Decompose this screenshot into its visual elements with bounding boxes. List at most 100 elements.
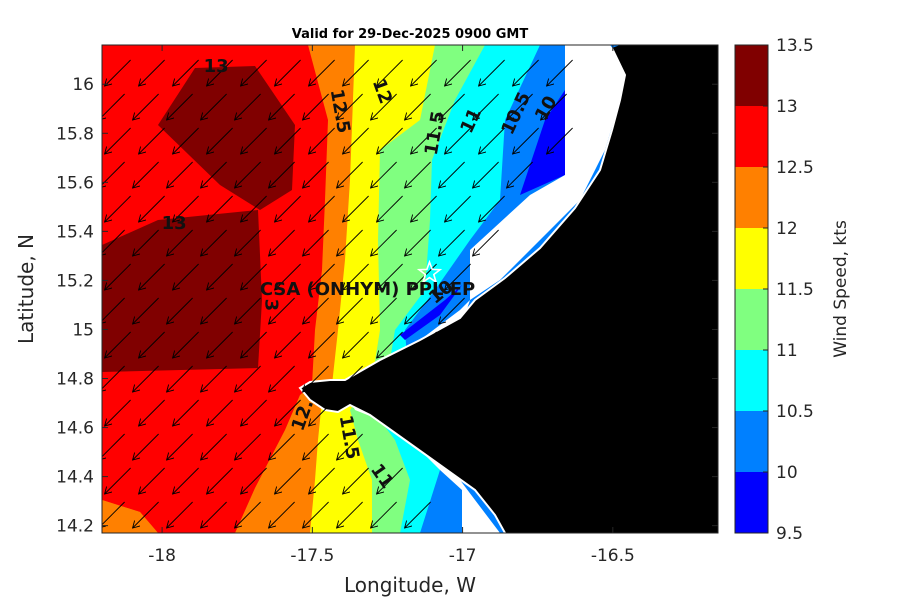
wind-arrow [139, 263, 165, 290]
wind-arrow [139, 127, 165, 154]
wind-arrow [275, 59, 301, 86]
wind-arrow [371, 297, 397, 324]
wind-arrow [235, 297, 261, 324]
wind-arrow [201, 501, 227, 528]
station-label: CSA (ONHYM) PPL EP [260, 279, 475, 300]
y-tick-label: 15.6 [56, 173, 94, 193]
wind-arrow [167, 501, 193, 528]
wind-arrow [309, 59, 335, 86]
wind-arrow [269, 161, 295, 188]
wind-arrow [547, 59, 573, 86]
wind-arrow [235, 229, 261, 256]
axes-frame [101, 44, 719, 534]
land-mask [300, 45, 718, 533]
star-icon [416, 259, 443, 284]
wind-arrow [241, 59, 267, 86]
wind-arrow [133, 433, 159, 460]
wind-arrow [207, 467, 233, 494]
colorbar-tick-label: 12.5 [776, 158, 814, 178]
wind-arrow [167, 297, 193, 324]
wind-vectors [102, 59, 573, 528]
band-9.5-10-south [400, 285, 462, 340]
wind-arrow [343, 467, 369, 494]
chart-title: Valid for 29-Dec-2025 0900 GMT [292, 27, 529, 42]
colorbar-band [735, 411, 768, 472]
wind-arrow [343, 263, 369, 290]
wind-arrow [133, 229, 159, 256]
wind-arrow [541, 93, 567, 120]
wind-arrow [139, 195, 165, 222]
wind-arrow [139, 59, 165, 86]
wind-arrow [473, 161, 499, 188]
wind-arrow [445, 195, 471, 222]
wind-arrow [173, 59, 199, 86]
x-axis-label: Longitude, W [344, 573, 476, 597]
colorbar-tick-label: 9.5 [776, 524, 803, 544]
wind-arrow [173, 127, 199, 154]
wind-arrow [241, 399, 267, 426]
x-axis-ticks: -18 -17.5 -17 -16.5 [148, 45, 635, 566]
wind-arrow [275, 331, 301, 358]
colorbar-band [735, 167, 768, 228]
wind-arrow [343, 127, 369, 154]
wind-arrow [377, 263, 403, 290]
wind-arrow [207, 399, 233, 426]
band-12-12.5-south [102, 500, 158, 533]
wind-arrow [235, 433, 261, 460]
y-tick-label: 16 [72, 75, 94, 95]
wind-arrow [167, 433, 193, 460]
wind-arrow [303, 433, 329, 460]
wind-arrow [411, 59, 437, 86]
y-tick-label: 14.2 [56, 517, 94, 537]
wind-arrow [139, 331, 165, 358]
y-tick-label: 15.4 [56, 222, 94, 242]
wind-arrow [235, 93, 261, 120]
wind-arrow [167, 161, 193, 188]
wind-arrow [473, 93, 499, 120]
colorbar-band [735, 228, 768, 289]
wind-arrow [411, 195, 437, 222]
wind-arrow [309, 195, 335, 222]
wind-arrow [337, 365, 363, 392]
wind-arrow [102, 501, 125, 528]
wind-arrow [377, 467, 403, 494]
wind-arrow [275, 195, 301, 222]
wind-arrow [439, 161, 465, 188]
wind-arrow [269, 365, 295, 392]
wind-arrow [439, 297, 465, 324]
y-axis-label: Latitude, N [14, 234, 38, 344]
wind-arrow [303, 365, 329, 392]
colorbar-tick-label: 11 [776, 341, 798, 361]
wind-arrow [105, 263, 131, 290]
wind-arrow [269, 229, 295, 256]
wind-arrow [445, 127, 471, 154]
wind-arrow [337, 161, 363, 188]
wind-arrow [405, 229, 431, 256]
wind-arrow [207, 195, 233, 222]
wind-arrow [102, 229, 125, 256]
wind-arrow [371, 501, 397, 528]
wind-arrow [167, 93, 193, 120]
wind-arrow [201, 229, 227, 256]
wind-arrow [507, 93, 533, 120]
wind-arrow [439, 93, 465, 120]
wind-arrow [337, 229, 363, 256]
colorbar-band [735, 106, 768, 167]
wind-arrow [102, 93, 125, 120]
wind-arrow [343, 331, 369, 358]
y-tick-label: 15.8 [56, 124, 94, 144]
colorbar-ticks: 13.5 13 12.5 12 11.5 11 10.5 10 9.5 [763, 36, 814, 544]
colorbar-band [735, 350, 768, 411]
wind-arrow [405, 365, 431, 392]
wind-arrow [133, 501, 159, 528]
wind-arrow [173, 195, 199, 222]
wind-arrow [405, 161, 431, 188]
contour-label: 13 [204, 56, 229, 77]
wind-arrow [309, 263, 335, 290]
wind-arrow [269, 93, 295, 120]
y-tick-label: 14.8 [56, 370, 94, 390]
wind-arrow [269, 433, 295, 460]
wind-arrow [133, 93, 159, 120]
wind-arrow [411, 127, 437, 154]
